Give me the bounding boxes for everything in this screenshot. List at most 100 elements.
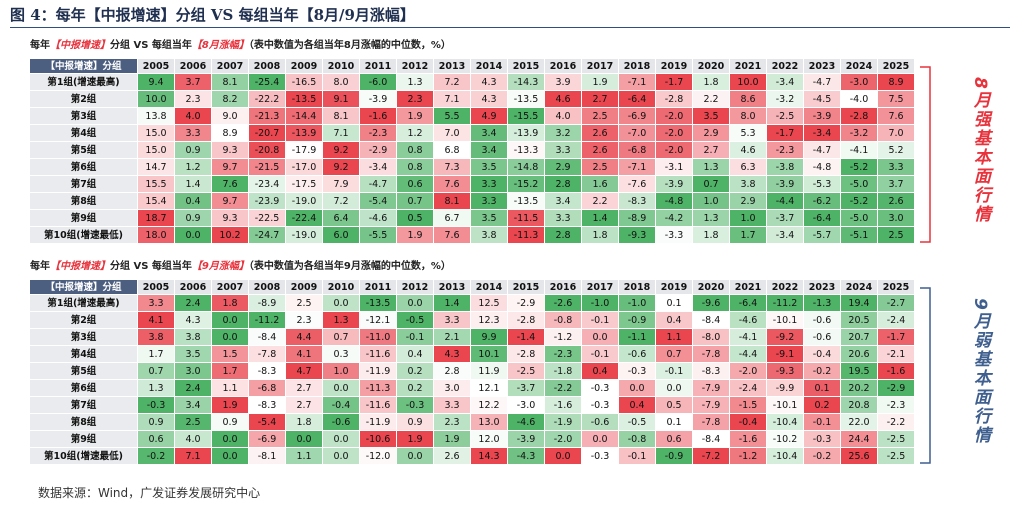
value-cell: -6.8 <box>619 142 656 159</box>
figure-title: 图 4：每年【中报增速】分组 VS 每组当年【8月/9月涨幅】 <box>10 6 415 24</box>
value-cell: 3.3 <box>434 397 471 414</box>
value-cell: -3.4 <box>767 227 804 244</box>
value-cell: -0.3 <box>138 397 175 414</box>
value-cell: 2.6 <box>582 142 619 159</box>
value-cell: -4.4 <box>767 193 804 210</box>
year-header: 2007 <box>212 59 249 74</box>
value-cell: 0.9 <box>397 414 434 431</box>
value-cell: -4.6 <box>508 414 545 431</box>
value-cell: -6.4 <box>619 91 656 108</box>
value-cell: 2.5 <box>175 414 212 431</box>
value-cell: -0.6 <box>619 346 656 363</box>
value-cell: -1.2 <box>730 448 767 465</box>
value-cell: -3.4 <box>360 159 397 176</box>
year-header: 2021 <box>730 280 767 295</box>
value-cell: -0.1 <box>582 312 619 329</box>
value-cell: -3.0 <box>841 74 878 91</box>
year-header: 2016 <box>545 59 582 74</box>
value-cell: -22.4 <box>286 210 323 227</box>
source-note: 数据来源：Wind，广发证券发展研究中心 <box>38 486 261 500</box>
value-cell: -4.2 <box>656 210 693 227</box>
value-cell: 10.1 <box>471 346 508 363</box>
value-cell: -11.3 <box>508 227 545 244</box>
value-cell: -5.3 <box>804 176 841 193</box>
value-cell: -2.0 <box>656 142 693 159</box>
value-cell: 7.6 <box>434 176 471 193</box>
value-cell: 0.6 <box>397 176 434 193</box>
value-cell: 1.0 <box>730 210 767 227</box>
value-cell: 9.9 <box>471 329 508 346</box>
value-cell: -2.1 <box>878 346 915 363</box>
value-cell: -3.9 <box>360 91 397 108</box>
value-cell: 0.0 <box>323 448 360 465</box>
value-cell: 14.7 <box>138 159 175 176</box>
bracket <box>920 66 931 243</box>
value-cell: 0.5 <box>397 210 434 227</box>
row-label: 第5组 <box>30 363 138 380</box>
value-cell: -10.2 <box>767 431 804 448</box>
value-cell: 11.9 <box>471 363 508 380</box>
value-cell: -3.4 <box>804 125 841 142</box>
value-cell: -3.0 <box>508 397 545 414</box>
value-cell: 2.7 <box>582 91 619 108</box>
value-cell: 12.3 <box>471 312 508 329</box>
value-cell: -6.4 <box>804 210 841 227</box>
year-header: 2013 <box>434 280 471 295</box>
value-cell: -4.7 <box>804 142 841 159</box>
value-cell: 1.3 <box>693 159 730 176</box>
value-cell: 0.0 <box>212 448 249 465</box>
value-cell: -13.5 <box>286 91 323 108</box>
value-cell: -1.6 <box>730 431 767 448</box>
year-header: 2019 <box>656 59 693 74</box>
year-header: 2021 <box>730 59 767 74</box>
value-cell: 20.6 <box>841 346 878 363</box>
value-cell: -4.8 <box>804 159 841 176</box>
value-cell: 0.7 <box>323 329 360 346</box>
value-cell: 7.1 <box>323 125 360 142</box>
value-cell: 0.4 <box>582 363 619 380</box>
value-cell: -1.5 <box>730 397 767 414</box>
value-cell: -2.8 <box>508 346 545 363</box>
value-cell: 3.3 <box>471 176 508 193</box>
side-label: 8月强基本面行情 <box>970 77 990 224</box>
value-cell: 1.3 <box>693 210 730 227</box>
value-cell: 0.4 <box>175 193 212 210</box>
value-cell: -8.3 <box>693 363 730 380</box>
value-cell: 13.8 <box>138 108 175 125</box>
value-cell: 3.8 <box>175 329 212 346</box>
value-cell: 0.0 <box>323 295 360 312</box>
value-cell: -2.9 <box>878 380 915 397</box>
row-label: 第3组 <box>30 329 138 346</box>
value-cell: 15.4 <box>138 193 175 210</box>
value-cell: 9.1 <box>323 91 360 108</box>
year-header: 2010 <box>323 280 360 295</box>
value-cell: 4.9 <box>471 108 508 125</box>
value-cell: -2.5 <box>878 448 915 465</box>
value-cell: 20.5 <box>841 312 878 329</box>
value-cell: 0.4 <box>619 397 656 414</box>
value-cell: -19.0 <box>286 227 323 244</box>
value-cell: -1.3 <box>804 295 841 312</box>
value-cell: 3.5 <box>175 346 212 363</box>
value-cell: -8.9 <box>249 295 286 312</box>
value-cell: -3.9 <box>656 176 693 193</box>
value-cell: 2.8 <box>545 176 582 193</box>
value-cell: 8.1 <box>323 108 360 125</box>
value-cell: 7.3 <box>434 159 471 176</box>
value-cell: -3.3 <box>656 227 693 244</box>
value-cell: -12.0 <box>360 448 397 465</box>
value-cell: 20.2 <box>841 380 878 397</box>
value-cell: 1.3 <box>397 74 434 91</box>
year-header: 2012 <box>397 59 434 74</box>
row-label: 第4组 <box>30 346 138 363</box>
year-header: 2019 <box>656 280 693 295</box>
year-header: 2015 <box>508 59 545 74</box>
value-cell: 12.0 <box>471 431 508 448</box>
year-header: 2022 <box>767 59 804 74</box>
value-cell: -1.4 <box>508 329 545 346</box>
value-cell: -2.3 <box>878 397 915 414</box>
value-cell: 0.1 <box>656 295 693 312</box>
value-cell: 0.6 <box>656 431 693 448</box>
value-cell: -0.2 <box>804 363 841 380</box>
